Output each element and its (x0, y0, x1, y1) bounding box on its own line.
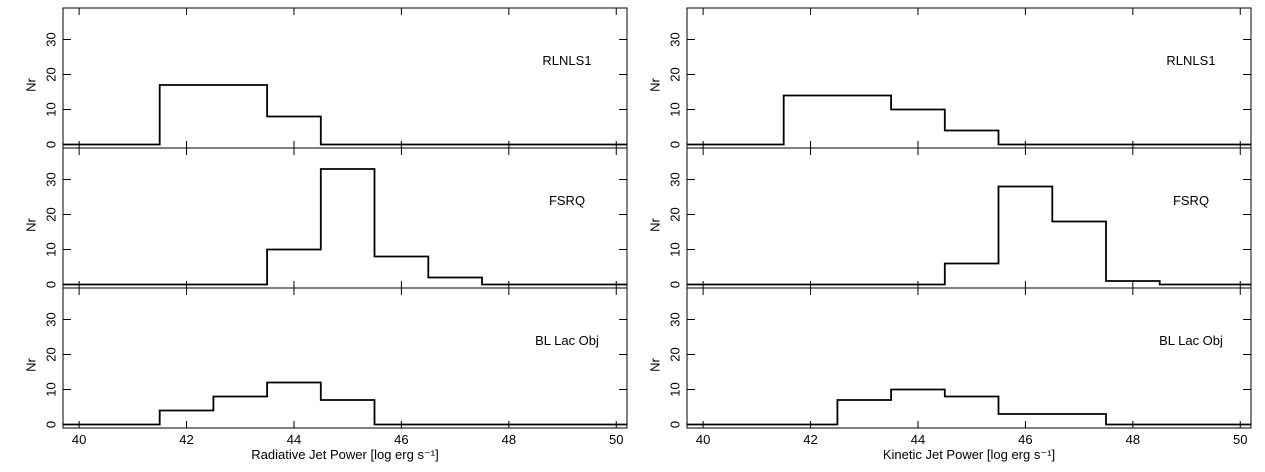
x-tick-label: 46 (1018, 432, 1032, 447)
y-tick-label: 0 (44, 281, 59, 288)
y-tick-label: 0 (668, 281, 683, 288)
panel-frame (62, 287, 628, 429)
histogram-step-rlnls1 (687, 94, 1251, 146)
y-tick-label: 30 (44, 312, 59, 326)
panel-label: RLNLS1 (542, 53, 591, 68)
x-tick-label: 50 (609, 432, 623, 447)
x-tick-label: 50 (1233, 432, 1247, 447)
y-axis-title: Nr (24, 77, 39, 91)
y-tick-label: 10 (44, 102, 59, 116)
y-tick-label: 10 (668, 242, 683, 256)
panel-rlnls1: 0 10 20 30 Nr RLNLS1 (648, 7, 1252, 149)
panel-frame (62, 7, 628, 149)
y-tick-label: 0 (668, 421, 683, 428)
x-tick-label: 42 (803, 432, 817, 447)
y-axis-title: Nr (24, 357, 39, 371)
y-tick-label: 30 (668, 172, 683, 186)
y-tick-label: 20 (44, 207, 59, 221)
x-tick-label: 46 (394, 432, 408, 447)
y-axis-title: Nr (24, 217, 39, 231)
panel-frame (686, 7, 1252, 149)
panel-bl-lac-obj: 0 10 20 30 Nr BL Lac Obj (24, 287, 628, 429)
y-tick-label: 0 (44, 421, 59, 428)
histogram-step-rlnls1 (63, 84, 627, 146)
y-tick-label: 20 (668, 347, 683, 361)
y-axis-title: Nr (648, 357, 663, 371)
histogram-step-fsrq (687, 185, 1251, 286)
y-tick-label: 10 (44, 242, 59, 256)
y-tick-label: 30 (44, 172, 59, 186)
y-tick-label: 0 (44, 141, 59, 148)
y-axis-title: Nr (648, 217, 663, 231)
y-tick-label: 0 (668, 141, 683, 148)
figure-column-2: 0 10 20 30 Nr RLNLS1 0 10 20 30 Nr FSRQ 0 10 20 30 Nr BL … (648, 7, 1252, 462)
x-tick-label: 44 (911, 432, 925, 447)
panel-label: FSRQ (1173, 193, 1209, 208)
panel-label: BL Lac Obj (1159, 333, 1223, 348)
y-tick-label: 10 (668, 102, 683, 116)
panel-frame (686, 147, 1252, 289)
y-tick-label: 10 (44, 382, 59, 396)
figure-column-1: 0 10 20 30 Nr RLNLS1 0 10 20 30 Nr FSRQ 0 10 20 30 Nr BL … (24, 7, 628, 462)
x-tick-label: 48 (1126, 432, 1140, 447)
y-tick-label: 10 (668, 382, 683, 396)
y-tick-label: 20 (44, 67, 59, 81)
panel-label: BL Lac Obj (535, 333, 599, 348)
panel-label: FSRQ (549, 193, 585, 208)
histogram-step-bl-lac-obj (687, 388, 1251, 426)
y-tick-label: 20 (668, 207, 683, 221)
x-axis-title: Kinetic Jet Power [log erg s⁻¹] (883, 447, 1055, 462)
panel-fsrq: 0 10 20 30 Nr FSRQ (24, 147, 628, 289)
panel-frame (686, 287, 1252, 429)
y-axis-title: Nr (648, 77, 663, 91)
x-axis-title: Radiative Jet Power [log erg s⁻¹] (251, 447, 439, 462)
panel-bl-lac-obj: 0 10 20 30 Nr BL Lac Obj (648, 287, 1252, 429)
x-tick-label: 40 (696, 432, 710, 447)
y-tick-label: 20 (44, 347, 59, 361)
x-tick-label: 42 (179, 432, 193, 447)
y-tick-label: 30 (668, 32, 683, 46)
y-tick-label: 20 (668, 67, 683, 81)
y-tick-label: 30 (44, 32, 59, 46)
x-tick-label: 48 (502, 432, 516, 447)
panel-label: RLNLS1 (1166, 53, 1215, 68)
panel-rlnls1: 0 10 20 30 Nr RLNLS1 (24, 7, 628, 149)
y-tick-label: 30 (668, 312, 683, 326)
x-tick-label: 40 (72, 432, 86, 447)
panel-fsrq: 0 10 20 30 Nr FSRQ (648, 147, 1252, 289)
histogram-step-fsrq (63, 168, 627, 286)
x-tick-label: 44 (287, 432, 301, 447)
histogram-step-bl-lac-obj (63, 381, 627, 426)
